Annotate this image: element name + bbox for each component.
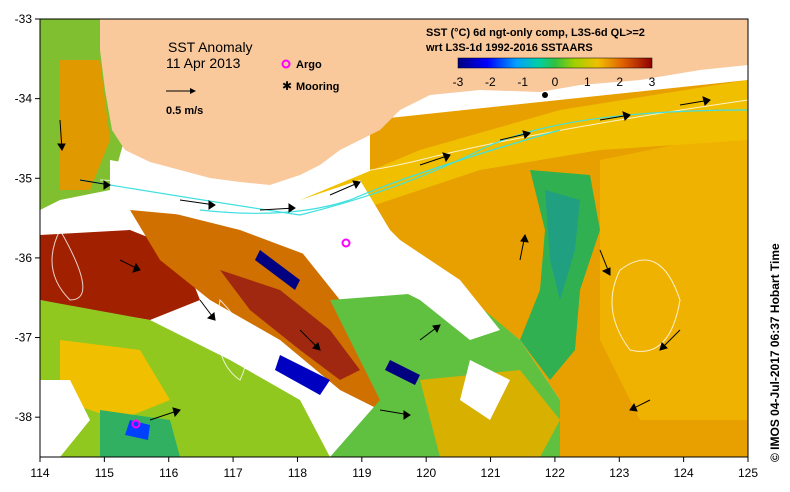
- cloud-gap-center: [330, 230, 500, 340]
- x-tick-label: 125: [738, 466, 758, 480]
- x-tick-label: 114: [30, 466, 49, 480]
- argo-marker-icon: [281, 59, 291, 69]
- cloud-gap-south: [40, 380, 90, 457]
- warm-strip-northwest: [60, 60, 110, 190]
- velocity-arrow: [199, 299, 216, 321]
- marker-legend: Argo ✱ Mooring: [281, 59, 339, 93]
- cold-streak-3: [385, 360, 420, 385]
- velocity-arrow: [679, 96, 711, 106]
- map-plot-area: [40, 19, 748, 457]
- velocity-arrow: [659, 329, 681, 351]
- velocity-arrow: [179, 199, 216, 210]
- velocity-arrow: [419, 152, 451, 166]
- neutral-tongue-core: [545, 190, 580, 300]
- cold-streak-4: [125, 420, 150, 440]
- velocity-vectors: [57, 96, 711, 421]
- velocity-arrow: [259, 203, 296, 213]
- streamline-1: [79, 109, 748, 216]
- streamline-2: [199, 129, 561, 214]
- velocity-arrow: [57, 119, 66, 151]
- sst-anomaly-field: [40, 19, 748, 457]
- velocity-arrow: [419, 324, 441, 341]
- velocity-arrow: [149, 407, 181, 421]
- velocity-arrow: [299, 329, 321, 351]
- velocity-arrow: [519, 233, 529, 261]
- warm-region-east-light: [600, 130, 748, 420]
- velocity-arrow: [329, 180, 361, 196]
- velocity-scale-arrowhead-icon: [190, 88, 196, 94]
- map-title: SST Anomaly: [168, 39, 253, 55]
- y-tick-label: -35: [15, 171, 33, 185]
- colorbar-tick-label: 2: [616, 75, 623, 89]
- contour-2: [611, 259, 681, 352]
- velocity-scale-label: 0.5 m/s: [166, 105, 203, 117]
- argo-float-marker: [131, 419, 141, 429]
- velocity-arrow: [379, 409, 411, 420]
- warm-patch-southwest: [60, 340, 170, 420]
- x-tick-label: 119: [352, 466, 371, 480]
- colorbar-tick-label: 3: [649, 75, 656, 89]
- x-tick-label: 116: [159, 466, 178, 480]
- product-description-line1: SST (°C) 6d ngt-only comp, L3S-6d QL>=2: [426, 27, 645, 39]
- warm-region-north-strip: [300, 80, 748, 210]
- velocity-arrow: [499, 130, 531, 141]
- velocity-arrow: [79, 179, 111, 190]
- x-tick-label: 124: [674, 466, 694, 480]
- y-tick-label: -36: [15, 251, 33, 265]
- mooring-marker: [542, 92, 548, 98]
- y-axis: -33 -34 -35 -36 -37 -38: [15, 12, 40, 424]
- legend-mooring-label: Mooring: [296, 81, 339, 93]
- colorbar-tick-label: -1: [517, 75, 528, 89]
- x-tick-label: 120: [416, 466, 436, 480]
- colorbar-gradient: [457, 57, 653, 69]
- credit-text: © IMOS 04-Jul-2017 06:37 Hobart Time: [768, 243, 782, 462]
- x-tick-label: 123: [609, 466, 629, 480]
- x-tick-label: 115: [95, 466, 114, 480]
- velocity-arrow: [119, 259, 141, 273]
- current-streamlines: [79, 109, 748, 216]
- colorbar-tick-label: -3: [453, 75, 464, 89]
- cold-streak-1: [255, 250, 300, 290]
- contour-4: [217, 298, 248, 381]
- colorbar-tick-label: 1: [584, 75, 591, 89]
- plot-border: [39, 18, 749, 458]
- contour-3: [51, 228, 84, 301]
- product-description-line2: wrt L3S-1d 1992-2016 SSTAARS: [425, 42, 593, 54]
- map-date: 11 Apr 2013: [166, 55, 241, 71]
- y-tick-label: -38: [15, 410, 33, 424]
- x-tick-label: 117: [224, 466, 243, 480]
- legend-argo-label: Argo: [296, 59, 322, 71]
- colorbar-tick-label: -2: [485, 75, 496, 89]
- argo-float-marker: [341, 238, 351, 248]
- y-tick-label: -37: [15, 331, 33, 345]
- x-tick-label: 118: [288, 466, 307, 480]
- x-tick-label: 121: [481, 466, 501, 480]
- colorbar-tick-label: 0: [552, 75, 559, 89]
- hot-streak-center: [220, 270, 360, 380]
- colorbar: -3 -2 -1 0 1 2 3: [453, 57, 656, 89]
- y-tick-label: -33: [15, 12, 33, 26]
- y-tick-label: -34: [15, 92, 33, 106]
- contour-lines: [51, 99, 748, 381]
- mooring-marker-icon: ✱: [282, 79, 292, 93]
- cold-streak-2: [275, 355, 330, 395]
- colorbar-ticks: -3 -2 -1 0 1 2 3: [453, 75, 656, 89]
- x-axis: 114 115 116 117 118 119 120 121 122 123 124 125: [30, 457, 758, 480]
- velocity-arrow: [629, 399, 651, 412]
- x-tick-label: 122: [545, 466, 565, 480]
- velocity-scale: 0.5 m/s: [166, 88, 203, 117]
- velocity-arrow: [599, 111, 631, 121]
- velocity-arrow: [599, 249, 611, 276]
- contour-1: [99, 99, 748, 183]
- cloud-gap-center-south: [460, 360, 510, 420]
